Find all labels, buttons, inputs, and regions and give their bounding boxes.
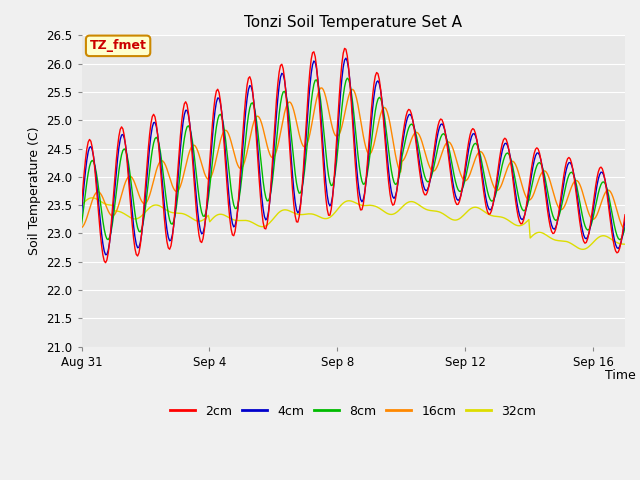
X-axis label: Time: Time	[605, 369, 636, 382]
Legend: 2cm, 4cm, 8cm, 16cm, 32cm: 2cm, 4cm, 8cm, 16cm, 32cm	[165, 400, 541, 423]
Text: TZ_fmet: TZ_fmet	[90, 39, 147, 52]
Title: Tonzi Soil Temperature Set A: Tonzi Soil Temperature Set A	[244, 15, 462, 30]
Y-axis label: Soil Temperature (C): Soil Temperature (C)	[28, 127, 41, 255]
